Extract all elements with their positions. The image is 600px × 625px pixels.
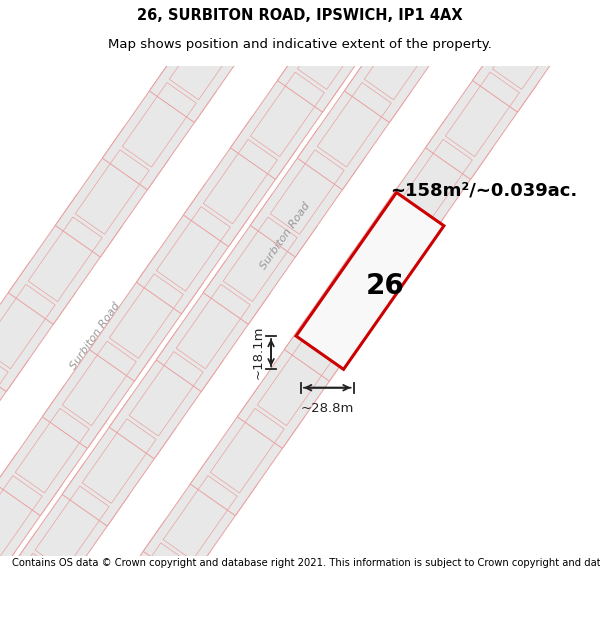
- Polygon shape: [391, 0, 505, 55]
- Polygon shape: [0, 329, 28, 459]
- Polygon shape: [43, 318, 156, 448]
- Text: ~18.1m: ~18.1m: [252, 326, 265, 379]
- Polygon shape: [89, 251, 203, 381]
- Polygon shape: [0, 39, 287, 553]
- Polygon shape: [156, 261, 270, 391]
- Text: ~158m²/~0.039ac.: ~158m²/~0.039ac.: [390, 182, 577, 200]
- Polygon shape: [109, 329, 223, 459]
- Text: Contains OS data © Crown copyright and database right 2021. This information is : Contains OS data © Crown copyright and d…: [12, 558, 600, 568]
- Text: 26, SURBITON ROAD, IPSWICH, IP1 4AX: 26, SURBITON ROAD, IPSWICH, IP1 4AX: [137, 8, 463, 23]
- Polygon shape: [143, 453, 257, 583]
- Polygon shape: [230, 49, 344, 179]
- Polygon shape: [277, 0, 391, 112]
- Polygon shape: [284, 251, 398, 381]
- Polygon shape: [203, 194, 317, 324]
- Polygon shape: [107, 39, 482, 553]
- Text: ~28.8m: ~28.8m: [301, 402, 354, 415]
- Polygon shape: [238, 318, 351, 448]
- Polygon shape: [184, 117, 297, 247]
- Polygon shape: [325, 0, 439, 45]
- Polygon shape: [344, 0, 458, 122]
- Polygon shape: [62, 396, 176, 526]
- Text: Surbiton Road: Surbiton Road: [258, 201, 312, 271]
- Polygon shape: [96, 520, 210, 625]
- Polygon shape: [298, 60, 411, 190]
- Polygon shape: [103, 60, 216, 190]
- Text: Map shows position and indicative extent of the property.: Map shows position and indicative extent…: [108, 38, 492, 51]
- Polygon shape: [149, 0, 263, 122]
- Polygon shape: [0, 520, 15, 625]
- Polygon shape: [0, 453, 62, 583]
- Polygon shape: [8, 194, 122, 324]
- Text: Surbiton Road: Surbiton Road: [68, 301, 122, 371]
- Polygon shape: [0, 261, 75, 391]
- Text: 26: 26: [365, 272, 404, 300]
- Polygon shape: [379, 117, 492, 247]
- Polygon shape: [331, 184, 445, 314]
- Polygon shape: [520, 0, 600, 45]
- Polygon shape: [472, 0, 586, 112]
- Polygon shape: [49, 588, 163, 625]
- Polygon shape: [425, 49, 539, 179]
- Polygon shape: [250, 127, 364, 257]
- Polygon shape: [15, 463, 129, 593]
- Polygon shape: [136, 184, 250, 314]
- Polygon shape: [190, 386, 304, 516]
- Polygon shape: [296, 192, 444, 369]
- Polygon shape: [0, 386, 109, 516]
- Polygon shape: [55, 127, 169, 257]
- Polygon shape: [196, 0, 310, 55]
- Polygon shape: [0, 531, 82, 625]
